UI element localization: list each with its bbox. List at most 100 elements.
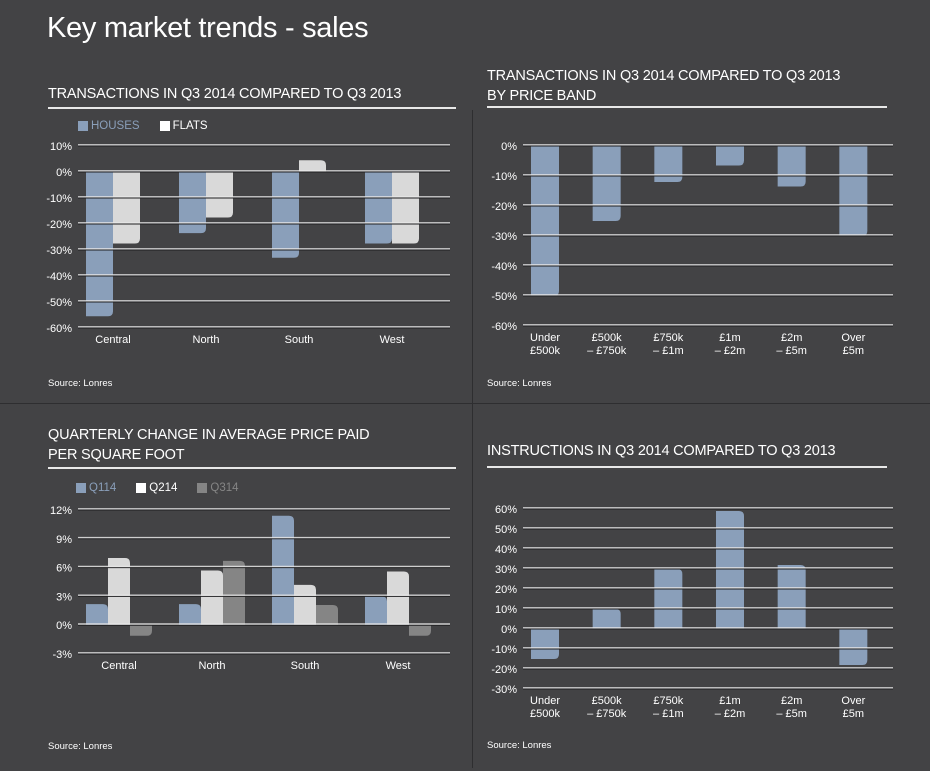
- y-tick-label: 3%: [56, 591, 72, 603]
- bar-q314: [223, 560, 245, 626]
- legend-item-q114: Q114: [76, 482, 116, 494]
- x-tick-label: Under: [530, 332, 560, 344]
- legend-item-flats: FLATS: [159, 120, 208, 132]
- x-tick-label: Central: [95, 334, 130, 346]
- y-tick-label: -30%: [491, 684, 517, 696]
- chart-legend: HOUSES FLATS: [78, 120, 208, 132]
- title-underline: [487, 106, 887, 108]
- x-tick-label: North: [199, 660, 226, 672]
- bar-instructions: [716, 511, 744, 629]
- chart-source: Source: Lonres: [48, 741, 113, 752]
- chart-title: TRANSACTIONS IN Q3 2014 COMPARED TO Q3 2…: [48, 86, 402, 102]
- bar-q314: [409, 625, 431, 636]
- x-tick-label: £500k: [530, 345, 560, 357]
- y-tick-label: -60%: [46, 323, 72, 335]
- bar-transactions: [839, 146, 868, 236]
- bar-transactions: [716, 146, 744, 166]
- bar-houses: [272, 172, 299, 258]
- y-tick-label: -3%: [52, 649, 72, 661]
- chart-legend: Q114 Q214 Q314: [76, 482, 239, 494]
- y-tick-label: -10%: [491, 644, 517, 656]
- legend-label: FLATS: [172, 120, 208, 132]
- bar-transactions: [531, 146, 559, 296]
- x-tick-label: Over: [841, 695, 865, 707]
- bar-houses: [365, 172, 392, 244]
- horizontal-divider: [0, 403, 930, 404]
- panel-transactions-by-region: TRANSACTIONS IN Q3 2014 COMPARED TO Q3 2…: [46, 80, 470, 400]
- bar-q214: [387, 571, 409, 626]
- title-underline: [48, 467, 456, 469]
- x-tick-label: West: [380, 334, 405, 346]
- bar-flats: [113, 172, 140, 244]
- chart-title: QUARTERLY CHANGE IN AVERAGE PRICE PAID P…: [48, 427, 370, 463]
- x-tick-label: South: [291, 660, 320, 672]
- page-title: Key market trends - sales: [47, 12, 369, 44]
- bar-q114: [365, 596, 387, 626]
- bar-q214: [108, 558, 130, 626]
- y-tick-label: 0%: [501, 624, 517, 636]
- legend-label: Q214: [149, 482, 178, 494]
- chart-title: TRANSACTIONS IN Q3 2014 COMPARED TO Q3 2…: [487, 68, 841, 104]
- bar-instructions: [592, 609, 621, 629]
- y-tick-label: 0%: [56, 620, 72, 632]
- x-tick-label: – £1m: [653, 708, 684, 720]
- bar-q114: [86, 604, 108, 626]
- x-tick-label: £750k: [653, 695, 683, 707]
- x-tick-label: West: [386, 660, 411, 672]
- bar-instructions: [839, 629, 868, 665]
- x-tick-label: £500k: [530, 708, 560, 720]
- bar-q114: [179, 604, 201, 626]
- y-tick-label: 50%: [495, 524, 517, 536]
- y-tick-label: 12%: [50, 505, 72, 517]
- x-tick-label: £1m: [719, 332, 740, 344]
- bar-q314: [130, 625, 152, 636]
- y-tick-label: 30%: [495, 564, 517, 576]
- panel-instructions-by-price-band: INSTRUCTIONS IN Q3 2014 COMPARED TO Q3 2…: [487, 441, 907, 761]
- y-tick-label: -40%: [46, 271, 72, 283]
- bar-q214: [294, 584, 316, 626]
- y-tick-label: -20%: [491, 201, 517, 213]
- y-tick-label: -60%: [491, 321, 517, 333]
- legend-label: Q314: [210, 482, 239, 494]
- y-tick-label: -10%: [491, 171, 517, 183]
- x-tick-label: – £750k: [587, 345, 627, 357]
- bar-transactions: [654, 146, 683, 182]
- bar-q114: [272, 515, 294, 626]
- x-tick-label: South: [285, 334, 314, 346]
- y-tick-label: 40%: [495, 544, 517, 556]
- x-tick-label: Over: [841, 332, 865, 344]
- x-tick-label: Under: [530, 695, 560, 707]
- x-tick-label: £5m: [843, 708, 864, 720]
- y-tick-label: 10%: [50, 141, 72, 153]
- x-tick-label: £1m: [719, 695, 740, 707]
- x-tick-label: – £2m: [715, 708, 746, 720]
- title-underline: [48, 107, 456, 109]
- chart-plot: 0%-10%-20%-30%-40%-50%-60%Under£500k£500…: [491, 141, 893, 357]
- x-tick-label: – £1m: [653, 345, 684, 357]
- bar-houses: [86, 172, 113, 317]
- bar-transactions: [592, 146, 621, 221]
- bar-flats: [392, 172, 419, 244]
- y-tick-label: -40%: [491, 261, 517, 273]
- chart-title: INSTRUCTIONS IN Q3 2014 COMPARED TO Q3 2…: [487, 443, 836, 459]
- legend-swatch-q314: [197, 483, 208, 493]
- x-tick-label: North: [193, 334, 220, 346]
- y-tick-label: 9%: [56, 534, 72, 546]
- bar-q314: [316, 605, 338, 626]
- y-tick-label: 10%: [495, 604, 517, 616]
- bar-transactions: [777, 146, 806, 187]
- y-tick-label: -50%: [46, 297, 72, 309]
- x-tick-label: – £750k: [587, 708, 627, 720]
- legend-swatch-q214: [136, 483, 147, 493]
- bar-q214: [201, 570, 223, 626]
- x-tick-label: £750k: [653, 332, 683, 344]
- legend-swatch-flats: [159, 121, 170, 131]
- bars: [86, 515, 431, 636]
- x-tick-label: £2m: [781, 695, 802, 707]
- bars: [531, 146, 868, 296]
- y-tick-label: 6%: [56, 563, 72, 575]
- chart-plot: 60%50%40%30%20%10%0%-10%-20%-30%Under£50…: [491, 504, 893, 720]
- x-tick-label: £500k: [592, 332, 622, 344]
- bar-flats: [299, 160, 326, 172]
- bar-instructions: [777, 565, 806, 629]
